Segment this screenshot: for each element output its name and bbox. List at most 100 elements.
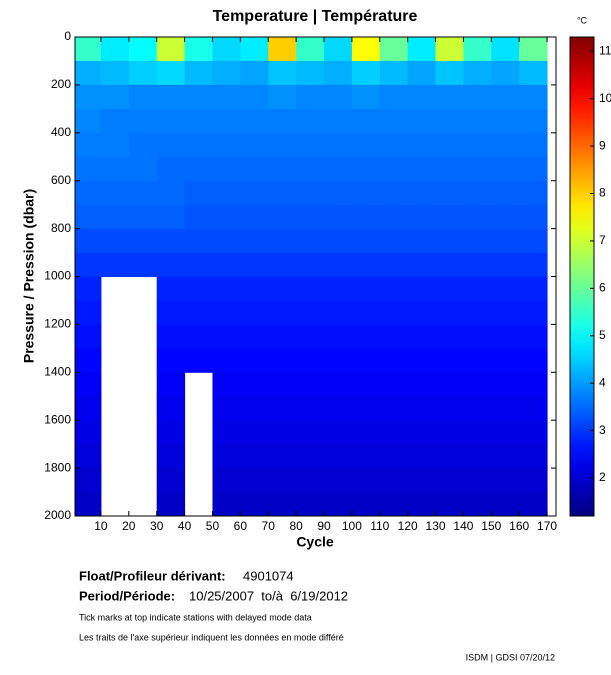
heatmap-cell: [463, 37, 492, 62]
heatmap-cell: [212, 324, 241, 349]
heatmap-cell: [491, 492, 520, 516]
heatmap-cell: [128, 60, 158, 86]
heatmap-cell: [463, 252, 492, 277]
heatmap-cell: [156, 324, 186, 349]
heatmap-cell: [296, 156, 325, 182]
heatmap-cell: [296, 60, 325, 86]
heatmap-cell: [463, 372, 492, 397]
heatmap-cell: [379, 180, 409, 206]
heatmap-cell: [296, 300, 325, 325]
heatmap-cell: [351, 492, 381, 516]
heatmap-cell: [379, 228, 409, 254]
y-tick-label: 2000: [44, 508, 71, 522]
note-en: Tick marks at top indicate stations with…: [79, 612, 312, 622]
heatmap-cell: [519, 37, 548, 62]
heatmap-cell: [324, 444, 353, 469]
note-fr: Les traits de l'axe supérieur indiquent …: [79, 632, 344, 642]
heatmap-cell: [407, 300, 437, 325]
heatmap-cell: [491, 132, 520, 158]
x-tick-label: 100: [342, 519, 362, 533]
heatmap-cell: [351, 180, 381, 206]
heatmap-cell: [407, 37, 437, 62]
heatmap-cell: [463, 468, 492, 493]
heatmap-cell: [268, 444, 297, 469]
heatmap-cell: [519, 444, 548, 469]
float-id: 4901074: [243, 568, 294, 583]
x-tick-label: 40: [178, 519, 192, 533]
heatmap-cell: [379, 252, 409, 277]
heatmap-cell: [156, 180, 186, 206]
heatmap-cell: [407, 204, 437, 230]
y-tick-label: 800: [51, 221, 71, 235]
heatmap-cell: [491, 468, 520, 493]
heatmap-cell: [184, 156, 213, 182]
heatmap-cell: [519, 468, 548, 493]
heatmap-cell: [463, 156, 492, 182]
y-tick-label: 1800: [44, 460, 71, 474]
heatmap-cell: [240, 84, 269, 110]
heatmap-cell: [491, 372, 520, 397]
heatmap-cell: [519, 372, 548, 397]
heatmap-cell: [184, 300, 213, 325]
heatmap-cell: [435, 372, 464, 397]
heatmap-cell: [463, 108, 492, 134]
heatmap-cell: [407, 132, 437, 158]
heatmap-cell: [491, 420, 520, 445]
heatmap-cell: [268, 420, 297, 445]
heatmap-cell: [296, 348, 325, 373]
y-tick-label: 200: [51, 77, 71, 91]
heatmap-cell: [75, 276, 102, 301]
heatmap-cell: [212, 372, 241, 397]
heatmap-cell: [519, 228, 548, 254]
heatmap-cell: [212, 468, 241, 493]
heatmap-cell: [324, 156, 353, 182]
heatmap-cell: [463, 276, 492, 301]
heatmap-cell: [268, 132, 297, 158]
x-tick-label: 80: [289, 519, 303, 533]
heatmap-cell: [296, 396, 325, 421]
heatmap-cell: [184, 84, 213, 110]
heatmap-cell: [491, 37, 520, 62]
heatmap-cell: [324, 228, 353, 254]
heatmap-cell: [100, 84, 130, 110]
heatmap-cell: [463, 132, 492, 158]
heatmap-cell: [156, 468, 186, 493]
colorbar-tick-label: 3: [599, 423, 606, 437]
heatmap-cell: [100, 60, 130, 86]
heatmap-cell: [463, 204, 492, 230]
heatmap-cell: [268, 348, 297, 373]
heatmap-cell: [156, 492, 186, 516]
heatmap-cell: [379, 324, 409, 349]
heatmap-cell: [296, 37, 325, 62]
heatmap-cell: [324, 84, 353, 110]
heatmap-cell: [351, 324, 381, 349]
heatmap-cell: [435, 60, 464, 86]
heatmap-cell: [324, 468, 353, 493]
heatmap-cell: [296, 420, 325, 445]
heatmap-cell: [379, 492, 409, 516]
heatmap-cell: [240, 156, 269, 182]
heatmap-cell: [435, 348, 464, 373]
heatmap-cell: [407, 444, 437, 469]
heatmap-cell: [212, 276, 241, 301]
heatmap-cell: [407, 156, 437, 182]
heatmap-cell: [75, 84, 102, 110]
heatmap-cell: [379, 37, 409, 62]
heatmap-cell: [379, 132, 409, 158]
heatmap-cell: [491, 348, 520, 373]
heatmap-cell: [240, 180, 269, 206]
heatmap-cell: [519, 300, 548, 325]
heatmap-cell: [519, 276, 548, 301]
x-tick-label: 120: [398, 519, 418, 533]
heatmap-cell: [435, 132, 464, 158]
heatmap-cell: [351, 276, 381, 301]
y-tick-label: 400: [51, 125, 71, 139]
heatmap-cell: [212, 252, 241, 277]
heatmap-cell: [296, 132, 325, 158]
heatmap-cell: [491, 180, 520, 206]
heatmap-cell: [100, 180, 130, 206]
x-tick-label: 160: [509, 519, 529, 533]
heatmap-cell: [379, 156, 409, 182]
x-tick-label: 140: [453, 519, 473, 533]
heatmap-cell: [184, 228, 213, 254]
